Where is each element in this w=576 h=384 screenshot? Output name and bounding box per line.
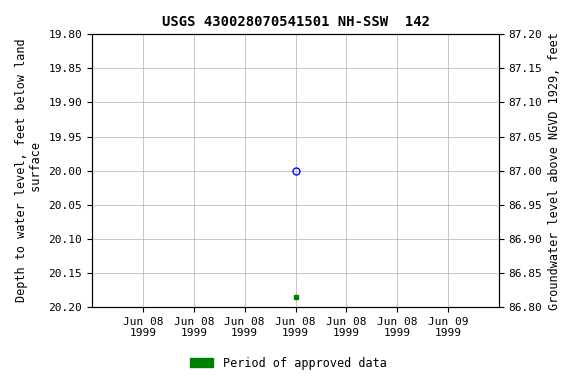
Legend: Period of approved data: Period of approved data (185, 352, 391, 374)
Title: USGS 430028070541501 NH-SSW  142: USGS 430028070541501 NH-SSW 142 (161, 15, 430, 29)
Y-axis label: Groundwater level above NGVD 1929, feet: Groundwater level above NGVD 1929, feet (548, 32, 561, 310)
Y-axis label: Depth to water level, feet below land
 surface: Depth to water level, feet below land su… (15, 39, 43, 303)
